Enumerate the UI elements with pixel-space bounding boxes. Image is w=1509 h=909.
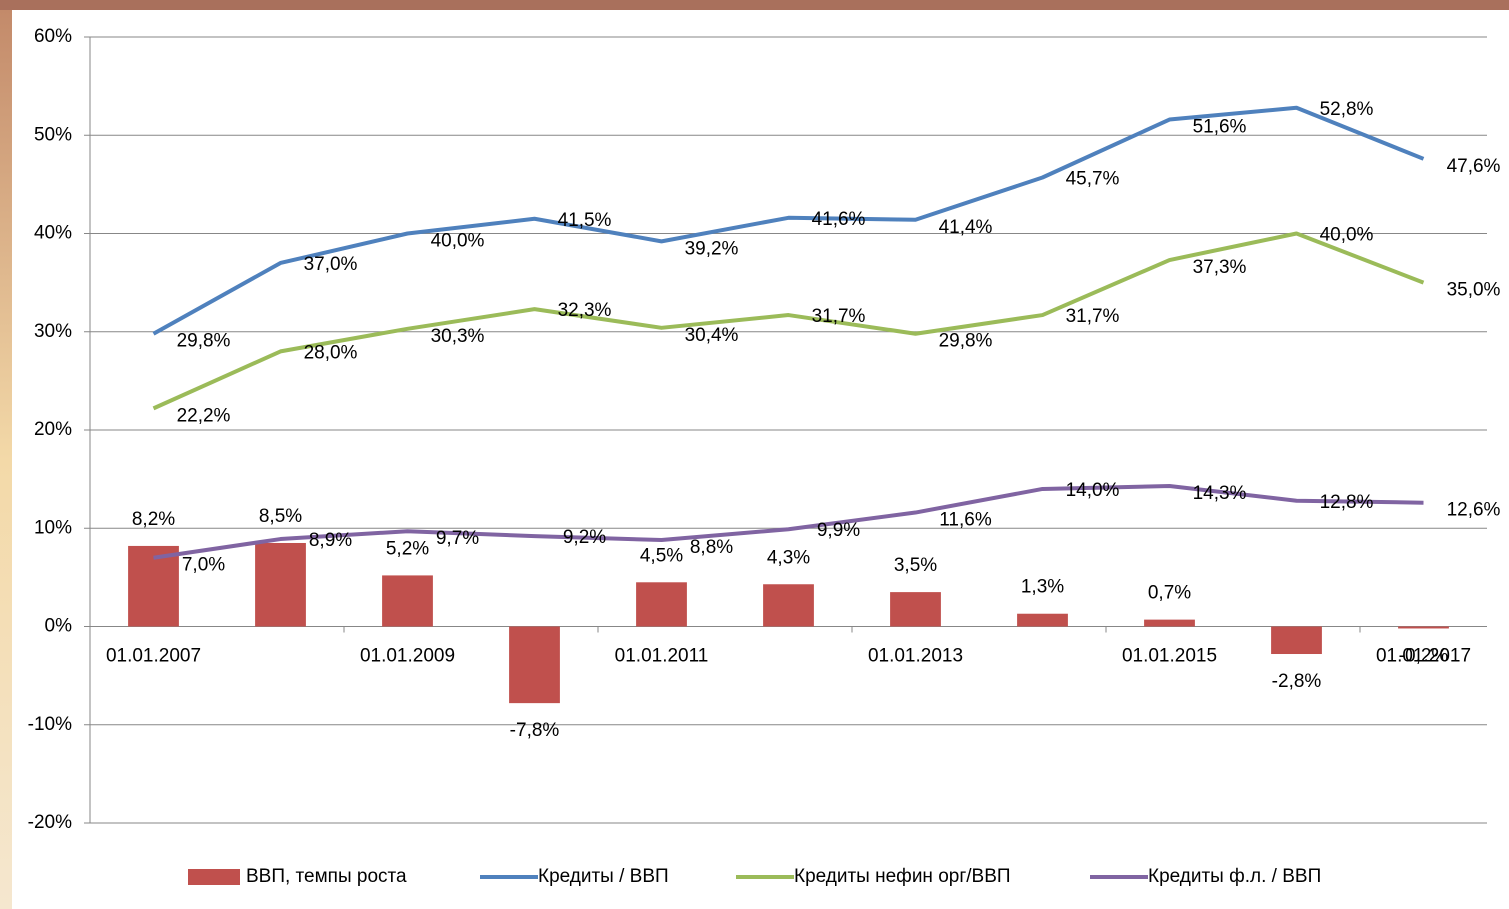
bar xyxy=(128,545,179,627)
bar xyxy=(1144,619,1195,627)
bar xyxy=(890,592,941,627)
data-label: 14,3% xyxy=(1193,483,1247,504)
data-label: 40,0% xyxy=(1320,225,1374,246)
data-label: 7,0% xyxy=(182,555,225,576)
bar xyxy=(1398,626,1449,629)
data-label: 9,2% xyxy=(563,527,606,548)
y-tick-label: 0% xyxy=(45,616,73,637)
data-label: 31,7% xyxy=(812,306,866,327)
data-label: -0,2% xyxy=(1399,645,1449,666)
data-label: 8,8% xyxy=(690,537,733,558)
bar xyxy=(1017,613,1068,627)
x-tick-label: 01.01.2009 xyxy=(360,646,455,667)
data-label: 3,5% xyxy=(894,555,937,576)
legend-label: ВВП, темпы роста xyxy=(246,866,407,887)
legend-label: Кредиты нефин орг/ВВП xyxy=(794,866,1011,887)
data-label: 8,2% xyxy=(132,509,175,530)
top-bar xyxy=(0,0,1509,10)
bar xyxy=(255,542,306,627)
data-label: 12,8% xyxy=(1320,492,1374,513)
data-label: 37,3% xyxy=(1193,257,1247,278)
y-tick-label: -10% xyxy=(28,714,72,735)
data-label: 45,7% xyxy=(1066,169,1120,190)
data-label: -7,8% xyxy=(510,720,560,741)
data-label: 8,9% xyxy=(309,530,352,551)
legend-label: Кредиты / ВВП xyxy=(538,866,669,887)
data-label: 35,0% xyxy=(1447,280,1501,301)
bar xyxy=(1271,626,1322,655)
bar xyxy=(382,575,433,627)
x-tick-label: 01.01.2015 xyxy=(1122,646,1217,667)
line xyxy=(152,105,1425,336)
bar xyxy=(763,584,814,627)
data-label: 30,3% xyxy=(431,326,485,347)
data-label: 41,6% xyxy=(812,209,866,230)
data-label: 4,5% xyxy=(640,545,683,566)
data-label: 29,8% xyxy=(177,331,231,352)
y-tick-label: 30% xyxy=(34,321,72,342)
data-label: 30,4% xyxy=(685,325,739,346)
y-tick-label: 40% xyxy=(34,223,72,244)
data-label: 12,6% xyxy=(1447,500,1501,521)
data-label: 32,3% xyxy=(558,300,612,321)
data-label: 22,2% xyxy=(177,405,231,426)
y-tick-label: 20% xyxy=(34,419,72,440)
line xyxy=(152,231,1425,411)
data-label: 40,0% xyxy=(431,231,485,252)
data-label: 9,7% xyxy=(436,528,479,549)
data-label: 39,2% xyxy=(685,238,739,259)
data-label: 5,2% xyxy=(386,538,429,559)
data-label: 11,6% xyxy=(939,510,992,531)
data-label: 0,7% xyxy=(1148,583,1191,604)
left-bar xyxy=(0,10,12,909)
line xyxy=(153,484,1424,560)
y-tick-label: 60% xyxy=(34,26,72,47)
data-label: 1,3% xyxy=(1021,577,1064,598)
data-label: 37,0% xyxy=(304,254,358,275)
legend-label: Кредиты ф.л. / ВВП xyxy=(1148,866,1321,887)
y-tick-label: -20% xyxy=(28,812,72,833)
y-tick-label: 10% xyxy=(34,517,72,538)
y-tick-label: 50% xyxy=(34,124,72,145)
data-label: 47,6% xyxy=(1447,156,1501,177)
bar xyxy=(509,626,560,704)
x-tick-label: 01.01.2007 xyxy=(106,646,201,667)
data-label: 29,8% xyxy=(939,331,993,352)
data-label: 41,4% xyxy=(939,217,993,238)
x-tick-label: 01.01.2011 xyxy=(615,646,709,667)
data-label: 31,7% xyxy=(1066,306,1120,327)
data-label: 51,6% xyxy=(1193,117,1247,138)
data-label: 9,9% xyxy=(817,520,860,541)
data-label: 28,0% xyxy=(304,342,358,363)
data-label: -2,8% xyxy=(1272,671,1322,692)
bar xyxy=(636,582,687,627)
x-tick-label: 01.01.2017 xyxy=(1376,646,1471,667)
legend-marker xyxy=(188,869,240,885)
x-tick-label: 01.01.2013 xyxy=(868,646,963,667)
data-label: 8,5% xyxy=(259,506,302,527)
data-label: 4,3% xyxy=(767,547,810,568)
data-label: 14,0% xyxy=(1066,480,1120,501)
data-label: 52,8% xyxy=(1320,99,1374,120)
data-label: 41,5% xyxy=(558,210,612,231)
